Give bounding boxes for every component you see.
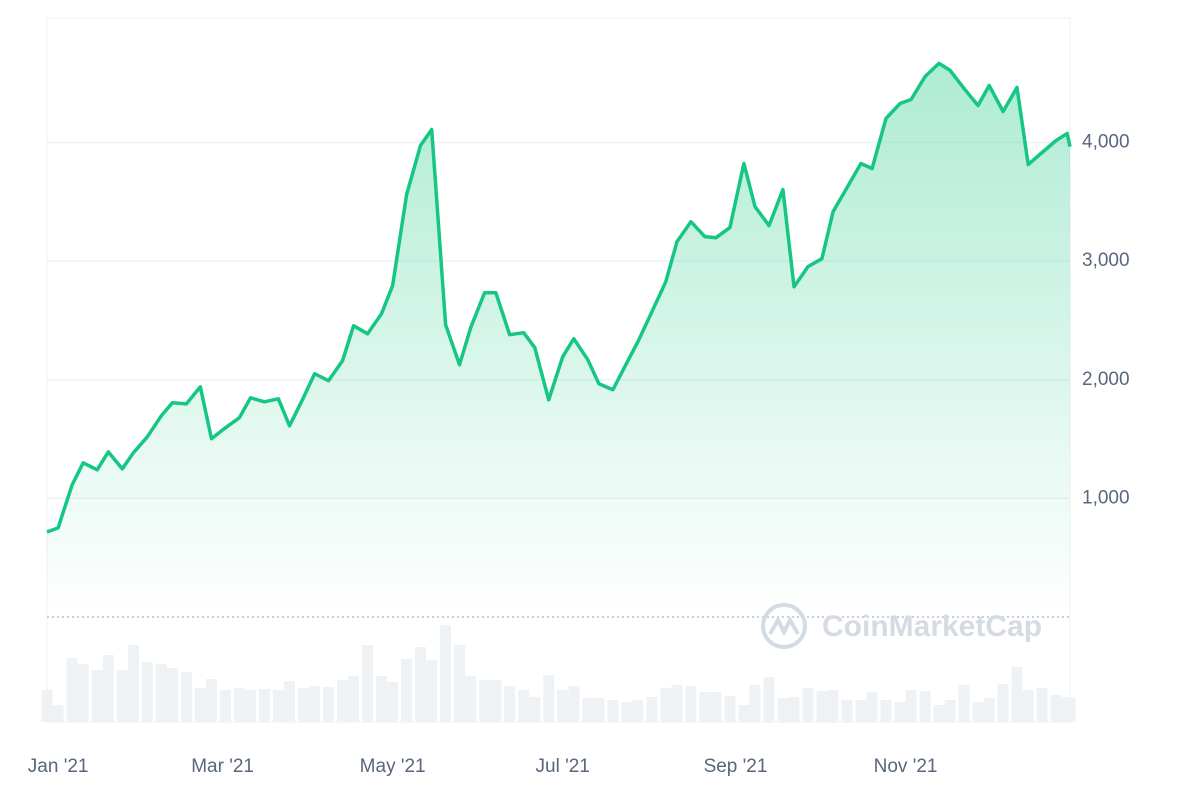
y-tick-label: 4,000 xyxy=(1082,132,1130,153)
volume-bar xyxy=(944,700,956,722)
y-tick-label: 1,000 xyxy=(1082,487,1130,508)
volume-bar xyxy=(841,700,853,722)
volume-bar xyxy=(518,690,530,722)
volume-bar xyxy=(646,697,658,722)
volume-bar xyxy=(621,702,633,722)
volume-bar xyxy=(738,705,750,722)
volume-bar xyxy=(749,685,761,722)
volume-bar xyxy=(529,697,541,722)
volume-bar xyxy=(233,688,245,722)
volume-bar xyxy=(348,676,360,722)
volume-bar xyxy=(880,700,892,722)
volume-bar xyxy=(336,680,348,722)
volume-bar xyxy=(479,680,491,722)
volume-bar xyxy=(905,690,917,722)
volume-bar xyxy=(972,702,984,722)
y-tick-label: 3,000 xyxy=(1082,250,1130,271)
volume-bar xyxy=(362,645,374,722)
x-tick-label: Sep '21 xyxy=(704,756,768,777)
volume-bar xyxy=(699,692,711,722)
volume-bar xyxy=(894,702,906,722)
volume-bar xyxy=(465,676,477,722)
price-line xyxy=(46,61,1072,534)
volume-bar xyxy=(607,700,619,722)
volume-bar xyxy=(415,647,427,722)
x-tick-label: Jul '21 xyxy=(536,756,590,777)
volume-bar xyxy=(777,698,789,722)
volume-bar xyxy=(205,679,217,722)
volume-bar xyxy=(504,686,516,722)
x-tick-label: Jan '21 xyxy=(28,756,89,777)
volume-bar xyxy=(116,670,128,722)
volume-bar xyxy=(66,658,78,722)
volume-bar xyxy=(258,689,270,722)
volume-bar xyxy=(323,687,335,722)
volume-bar xyxy=(77,664,89,722)
volume-bar xyxy=(454,645,466,722)
volume-bar xyxy=(958,685,970,722)
volume-bar xyxy=(671,685,683,722)
volume-bar xyxy=(244,690,256,722)
volume-bar xyxy=(1036,688,1048,722)
volume-bar xyxy=(375,676,387,722)
volume-bar xyxy=(788,697,800,722)
volume-bar xyxy=(426,660,438,722)
volume-bar xyxy=(568,686,580,722)
volume-bar xyxy=(582,698,594,722)
volume-bar xyxy=(490,680,502,722)
volume-bar xyxy=(710,692,722,722)
volume-bar xyxy=(219,690,231,722)
volume-bar xyxy=(41,690,53,722)
volume-bar xyxy=(309,686,321,722)
volume-bar xyxy=(802,688,814,722)
volume-bar xyxy=(1050,695,1062,722)
y-tick-label: 2,000 xyxy=(1082,369,1130,390)
volume-bar xyxy=(1064,698,1076,722)
volume-bar xyxy=(557,690,569,722)
x-tick-label: Nov '21 xyxy=(874,756,938,777)
volume-bar xyxy=(401,659,413,722)
volume-bar xyxy=(272,690,284,722)
volume-bar xyxy=(1011,667,1023,722)
volume-bar xyxy=(284,681,296,722)
volume-bar xyxy=(816,691,828,722)
volume-bar xyxy=(543,675,555,722)
volume-bar xyxy=(919,691,931,722)
volume-bar xyxy=(127,645,139,722)
volume-bar xyxy=(387,682,399,722)
volume-bar xyxy=(855,700,867,722)
volume-bar xyxy=(685,686,697,722)
volume-bar xyxy=(593,698,605,722)
volume-bar xyxy=(52,705,64,722)
x-tick-label: Mar '21 xyxy=(191,756,254,777)
volume-bar xyxy=(91,670,103,722)
volume-bar xyxy=(1022,690,1034,722)
volume-bar xyxy=(440,625,452,722)
volume-bar xyxy=(724,696,736,722)
volume-bar xyxy=(983,698,995,722)
volume-bar xyxy=(141,662,153,722)
volume-bar xyxy=(827,690,839,722)
price-area xyxy=(47,63,1070,617)
volume-bar xyxy=(297,688,309,722)
volume-bar xyxy=(933,705,945,722)
volume-bar xyxy=(166,668,178,722)
volume-bar xyxy=(155,664,167,722)
volume-bar xyxy=(866,692,878,722)
volume-bar xyxy=(997,684,1009,722)
volume-bar xyxy=(194,688,206,722)
volume-bar xyxy=(660,688,672,722)
x-tick-label: May '21 xyxy=(360,756,426,777)
volume-bar xyxy=(102,655,114,722)
volume-bar xyxy=(180,672,192,722)
volume-bar xyxy=(632,700,644,722)
volume-bar xyxy=(763,677,775,722)
